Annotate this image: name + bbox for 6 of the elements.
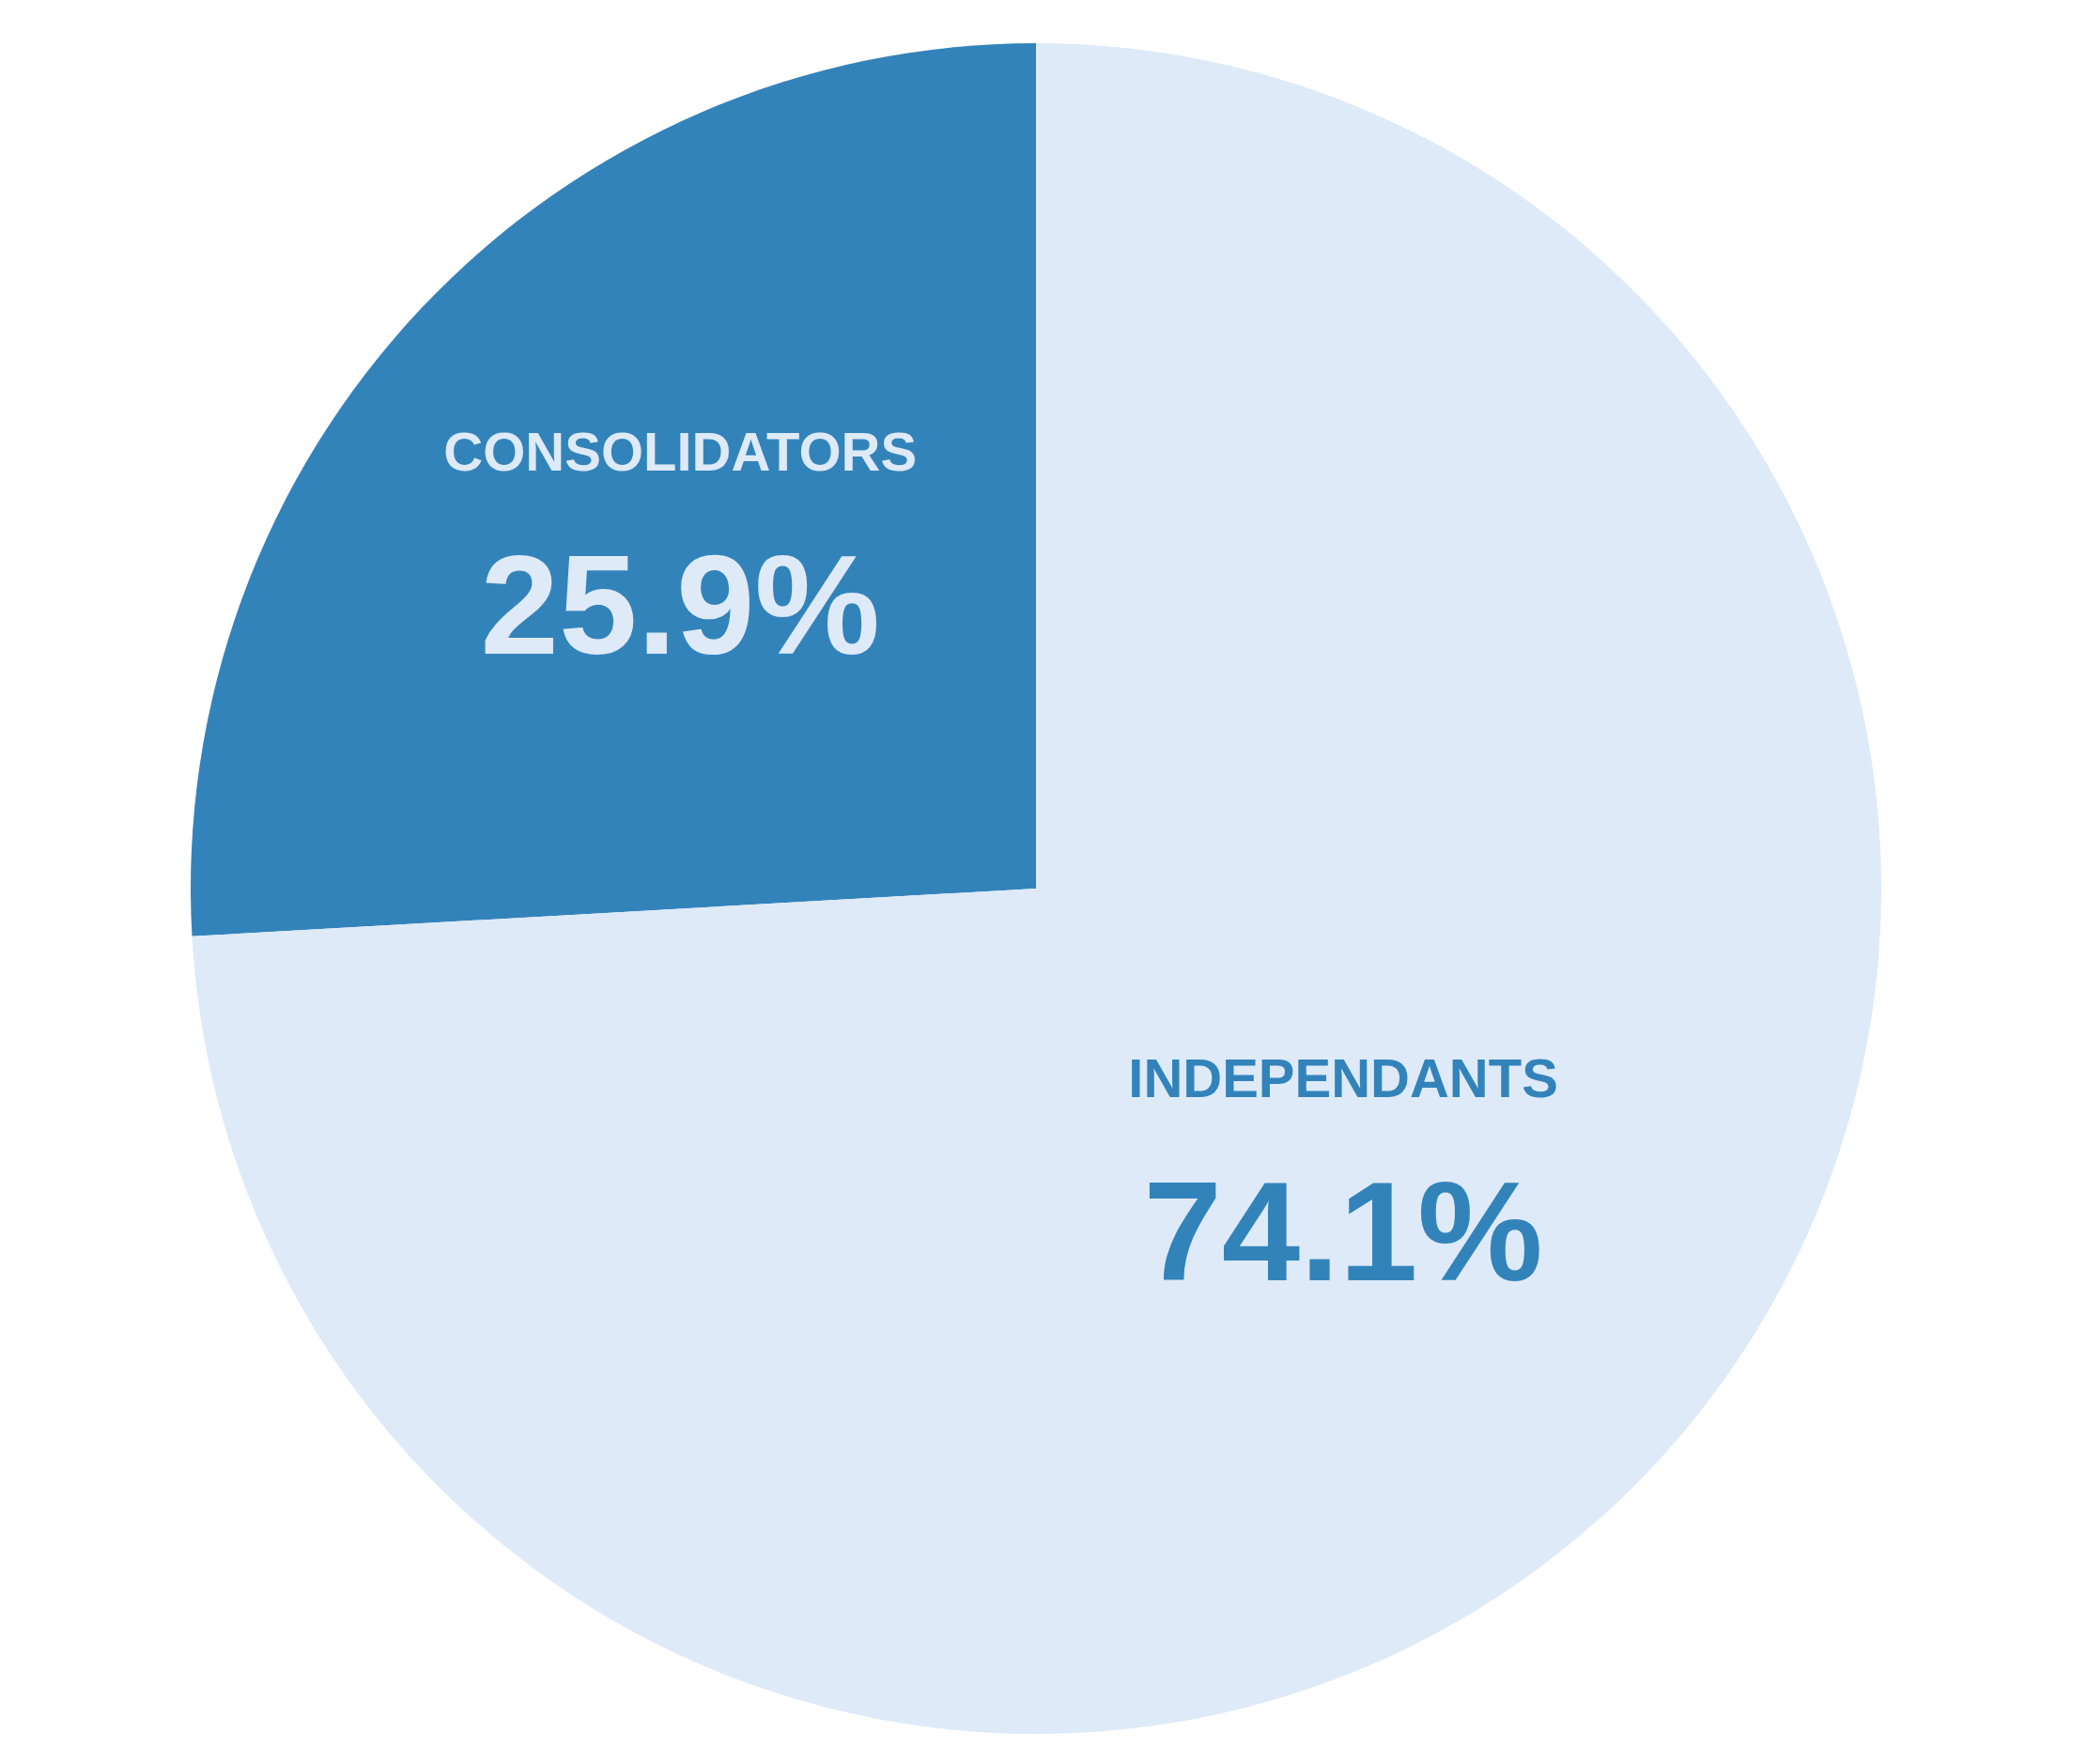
data-label: 25.9%: [480, 526, 880, 685]
slice-label: INDEPENDANTS: [1128, 1047, 1558, 1109]
data-label: 74.1%: [1143, 1153, 1543, 1311]
pie-slice: [192, 43, 1036, 936]
slice-label: CONSOLIDATORS: [443, 421, 918, 483]
pie-slice: [192, 43, 1881, 1734]
